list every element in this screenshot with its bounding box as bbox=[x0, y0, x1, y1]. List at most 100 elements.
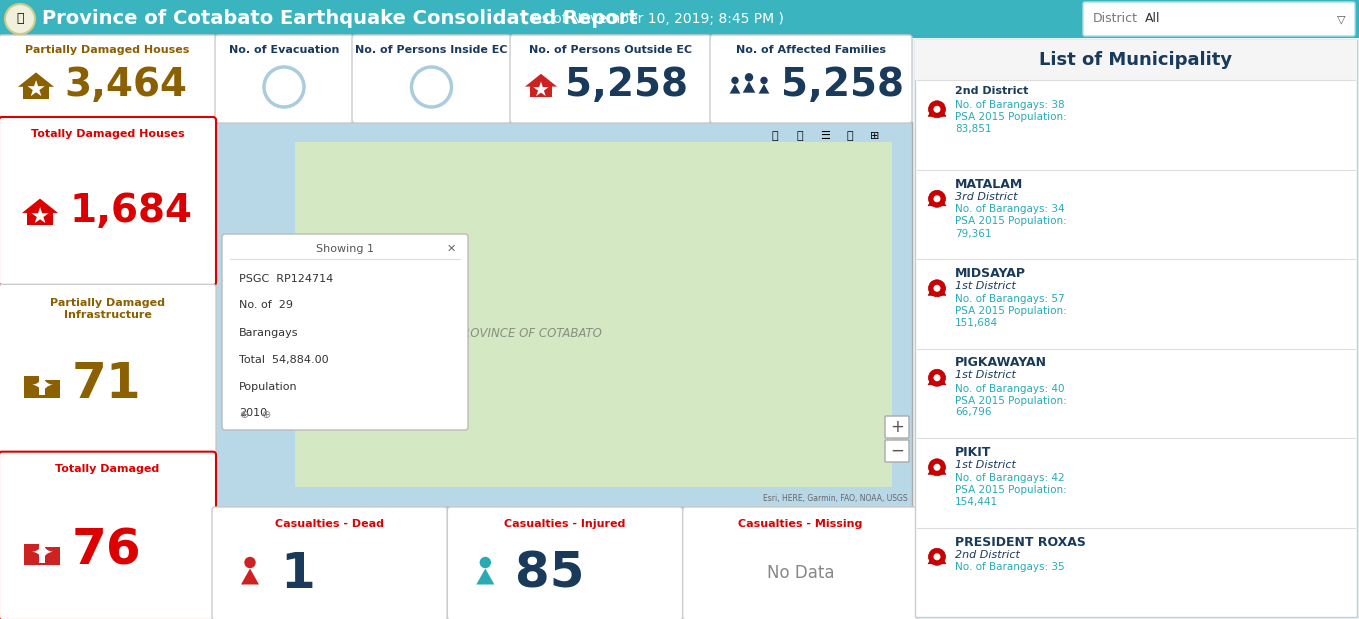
Polygon shape bbox=[24, 395, 60, 398]
Circle shape bbox=[928, 459, 946, 476]
Polygon shape bbox=[24, 543, 39, 565]
Text: PIGKAWAYAN: PIGKAWAYAN bbox=[955, 357, 1046, 370]
Text: ✕: ✕ bbox=[446, 244, 455, 254]
Text: Barangays: Barangays bbox=[239, 327, 299, 337]
Text: 154,441: 154,441 bbox=[955, 497, 998, 507]
Text: 2nd District: 2nd District bbox=[955, 550, 1019, 560]
Text: 🔖: 🔖 bbox=[796, 131, 803, 141]
FancyBboxPatch shape bbox=[222, 234, 467, 430]
Text: ✦: ✦ bbox=[30, 372, 53, 400]
Text: ✦: ✦ bbox=[30, 540, 53, 568]
Text: All: All bbox=[1146, 12, 1161, 25]
Text: 83,851: 83,851 bbox=[955, 124, 992, 134]
Text: District: District bbox=[1093, 12, 1137, 25]
Text: MATALAM: MATALAM bbox=[955, 178, 1023, 191]
FancyBboxPatch shape bbox=[510, 35, 711, 123]
Circle shape bbox=[934, 374, 940, 381]
Polygon shape bbox=[743, 82, 756, 93]
Text: No. of Persons Inside EC: No. of Persons Inside EC bbox=[355, 45, 508, 55]
Text: 79,361: 79,361 bbox=[955, 228, 992, 238]
Text: MIDSAYAP: MIDSAYAP bbox=[955, 267, 1026, 280]
Text: Totally Damaged Houses: Totally Damaged Houses bbox=[31, 129, 185, 139]
Text: 1st District: 1st District bbox=[955, 460, 1017, 470]
Text: No. of Affected Families: No. of Affected Families bbox=[737, 45, 886, 55]
FancyBboxPatch shape bbox=[295, 142, 892, 487]
Text: 1st District: 1st District bbox=[955, 281, 1017, 291]
FancyBboxPatch shape bbox=[682, 507, 917, 619]
Text: PSA 2015 Population:: PSA 2015 Population: bbox=[955, 485, 1067, 495]
Text: ★: ★ bbox=[30, 207, 50, 227]
Text: Infrastructure: Infrastructure bbox=[64, 310, 151, 321]
Text: 3rd District: 3rd District bbox=[955, 191, 1018, 202]
Text: PSGC  RP124714: PSGC RP124714 bbox=[239, 274, 333, 284]
Text: PROVINCE OF COTABATO: PROVINCE OF COTABATO bbox=[455, 327, 602, 340]
Text: ⧉: ⧉ bbox=[847, 131, 853, 141]
Polygon shape bbox=[730, 84, 741, 93]
Polygon shape bbox=[928, 284, 946, 295]
Polygon shape bbox=[18, 72, 54, 87]
FancyBboxPatch shape bbox=[885, 440, 909, 462]
Text: ▽: ▽ bbox=[1337, 14, 1345, 24]
Circle shape bbox=[746, 74, 753, 81]
Text: PIKIT: PIKIT bbox=[955, 446, 991, 459]
Text: Esri, HERE, Garmin, FAO, NOAA, USGS: Esri, HERE, Garmin, FAO, NOAA, USGS bbox=[764, 494, 908, 503]
Text: No. of Barangays: 42: No. of Barangays: 42 bbox=[955, 473, 1064, 483]
Circle shape bbox=[928, 548, 946, 565]
Polygon shape bbox=[525, 74, 557, 87]
FancyBboxPatch shape bbox=[0, 35, 216, 123]
Circle shape bbox=[761, 77, 766, 84]
Text: +: + bbox=[890, 418, 904, 436]
Circle shape bbox=[928, 370, 946, 386]
FancyBboxPatch shape bbox=[915, 40, 1358, 80]
FancyBboxPatch shape bbox=[447, 507, 682, 619]
Text: No Data: No Data bbox=[766, 565, 834, 582]
Text: 🌐: 🌐 bbox=[16, 12, 23, 25]
Polygon shape bbox=[928, 104, 946, 116]
Text: 76: 76 bbox=[72, 527, 141, 575]
Circle shape bbox=[928, 101, 946, 118]
Text: Casualties - Injured: Casualties - Injured bbox=[504, 519, 625, 529]
Text: 2nd District: 2nd District bbox=[955, 86, 1029, 96]
Circle shape bbox=[480, 558, 491, 568]
Text: ⊞: ⊞ bbox=[870, 131, 879, 141]
Text: 1,684: 1,684 bbox=[71, 192, 193, 230]
FancyBboxPatch shape bbox=[212, 507, 447, 619]
Text: −: − bbox=[890, 442, 904, 460]
Text: No. of  29: No. of 29 bbox=[239, 300, 294, 311]
Text: ★: ★ bbox=[533, 81, 550, 100]
Text: Population: Population bbox=[239, 381, 298, 391]
Text: 1st District: 1st District bbox=[955, 371, 1017, 381]
Text: No. of Barangays: 34: No. of Barangays: 34 bbox=[955, 204, 1064, 215]
Text: PSA 2015 Population:: PSA 2015 Population: bbox=[955, 306, 1067, 316]
Text: ⊕: ⊕ bbox=[262, 410, 272, 420]
Text: 🔍: 🔍 bbox=[772, 131, 779, 141]
FancyBboxPatch shape bbox=[1083, 2, 1355, 36]
Circle shape bbox=[934, 553, 940, 560]
Polygon shape bbox=[758, 84, 769, 93]
Text: 66,796: 66,796 bbox=[955, 407, 992, 417]
Text: PSA 2015 Population:: PSA 2015 Population: bbox=[955, 217, 1067, 227]
Text: Casualties - Missing: Casualties - Missing bbox=[738, 519, 863, 529]
FancyBboxPatch shape bbox=[0, 117, 216, 285]
Polygon shape bbox=[45, 547, 60, 565]
Text: 151,684: 151,684 bbox=[955, 318, 998, 328]
FancyBboxPatch shape bbox=[215, 35, 353, 123]
FancyBboxPatch shape bbox=[352, 35, 511, 123]
FancyBboxPatch shape bbox=[0, 452, 216, 619]
Text: Total  54,884.00: Total 54,884.00 bbox=[239, 355, 329, 365]
Text: Partially Damaged: Partially Damaged bbox=[50, 298, 164, 308]
FancyBboxPatch shape bbox=[215, 122, 912, 507]
Text: 3,464: 3,464 bbox=[64, 66, 188, 104]
Circle shape bbox=[928, 190, 946, 207]
Text: PRESIDENT ROXAS: PRESIDENT ROXAS bbox=[955, 535, 1086, 548]
Text: ☰: ☰ bbox=[819, 131, 830, 141]
Text: No. of Persons Outside EC: No. of Persons Outside EC bbox=[529, 45, 692, 55]
Circle shape bbox=[733, 77, 738, 84]
Circle shape bbox=[934, 285, 940, 292]
Polygon shape bbox=[477, 568, 495, 584]
Text: 2010: 2010 bbox=[239, 409, 268, 418]
Text: No. of Barangays: 35: No. of Barangays: 35 bbox=[955, 563, 1064, 573]
Text: 5,258: 5,258 bbox=[565, 66, 688, 104]
Circle shape bbox=[934, 195, 940, 202]
Polygon shape bbox=[45, 380, 60, 398]
